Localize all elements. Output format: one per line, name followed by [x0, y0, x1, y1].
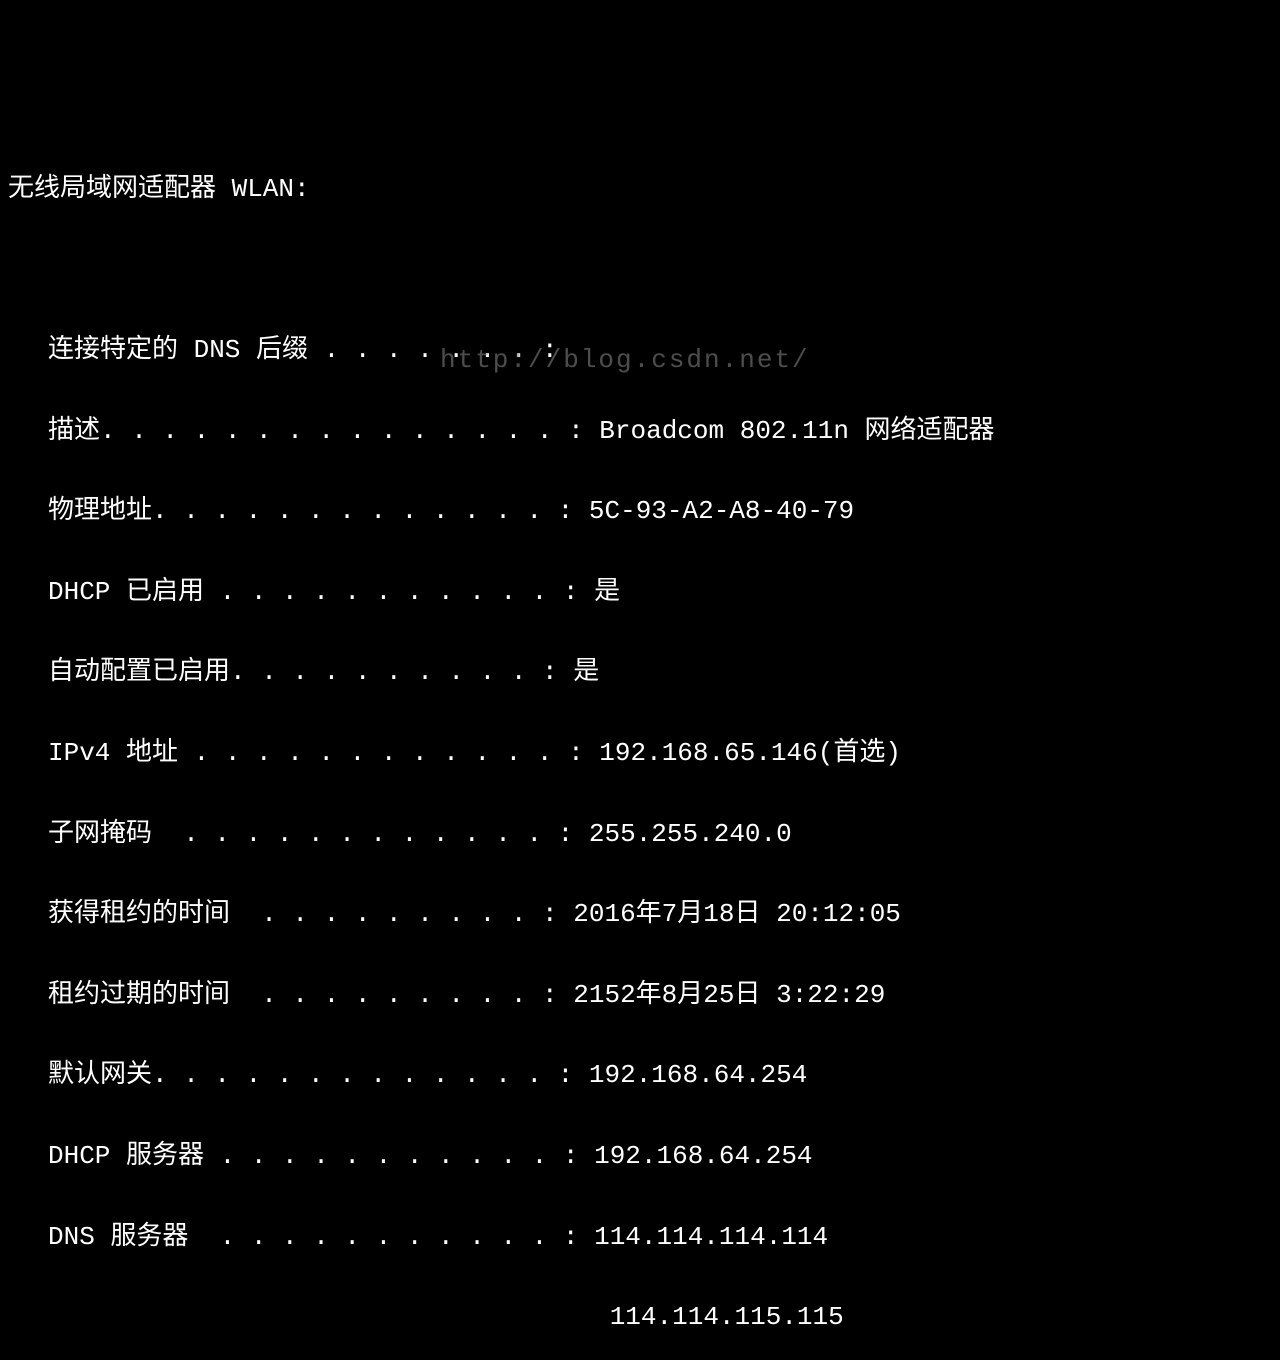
row-label: [48, 1302, 594, 1332]
blank-line: [4, 250, 1280, 290]
row-value: 2152年8月25日 3:22:29: [573, 980, 885, 1010]
row-value: 114.114.114.114: [594, 1222, 828, 1252]
row-label: DHCP 服务器 . . . . . . . . . . . :: [48, 1141, 578, 1171]
row-value: 5C-93-A2-A8-40-79: [589, 496, 854, 526]
config-row: IPv4 地址 . . . . . . . . . . . . : 192.16…: [4, 733, 1280, 773]
config-row: 获得租约的时间 . . . . . . . . . : 2016年7月18日 2…: [4, 894, 1280, 934]
row-value: 255.255.240.0: [589, 819, 792, 849]
row-value: Broadcom 802.11n 网络适配器: [599, 416, 994, 446]
config-row: 描述. . . . . . . . . . . . . . . : Broadc…: [4, 411, 1280, 451]
adapter-header: 无线局域网适配器 WLAN:: [4, 169, 1280, 209]
row-value: 192.168.64.254: [594, 1141, 812, 1171]
config-row: 默认网关. . . . . . . . . . . . . : 192.168.…: [4, 1055, 1280, 1095]
config-row: 物理地址. . . . . . . . . . . . . : 5C-93-A2…: [4, 491, 1280, 531]
config-row: 连接特定的 DNS 后缀 . . . . . . . :: [4, 330, 1280, 370]
config-row: 租约过期的时间 . . . . . . . . . : 2152年8月25日 3…: [4, 975, 1280, 1015]
row-value: 是: [573, 657, 599, 687]
config-row: 自动配置已启用. . . . . . . . . . : 是: [4, 652, 1280, 692]
row-value: 2016年7月18日 20:12:05: [573, 899, 901, 929]
row-value: 114.114.115.115: [610, 1302, 844, 1332]
row-label: 物理地址. . . . . . . . . . . . . :: [48, 496, 573, 526]
row-label: 连接特定的 DNS 后缀 . . . . . . . :: [48, 335, 558, 365]
config-row: DHCP 服务器 . . . . . . . . . . . : 192.168…: [4, 1136, 1280, 1176]
config-row: DHCP 已启用 . . . . . . . . . . . : 是: [4, 572, 1280, 612]
row-label: 自动配置已启用. . . . . . . . . . :: [48, 657, 558, 687]
row-value: 192.168.64.254: [589, 1060, 807, 1090]
row-label: DNS 服务器 . . . . . . . . . . . :: [48, 1222, 578, 1252]
row-value: 192.168.65.146(首选): [599, 738, 901, 768]
config-row: DNS 服务器 . . . . . . . . . . . : 114.114.…: [4, 1217, 1280, 1257]
row-label: 租约过期的时间 . . . . . . . . . :: [48, 980, 558, 1010]
row-value: 是: [594, 577, 620, 607]
row-label: IPv4 地址 . . . . . . . . . . . . :: [48, 738, 584, 768]
row-label: DHCP 已启用 . . . . . . . . . . . :: [48, 577, 578, 607]
row-label: 描述. . . . . . . . . . . . . . . :: [48, 416, 584, 446]
config-row: 114.114.115.115: [4, 1297, 1280, 1337]
config-row: 子网掩码 . . . . . . . . . . . . : 255.255.2…: [4, 814, 1280, 854]
row-label: 获得租约的时间 . . . . . . . . . :: [48, 899, 558, 929]
row-label: 默认网关. . . . . . . . . . . . . :: [48, 1060, 573, 1090]
row-label: 子网掩码 . . . . . . . . . . . . :: [48, 819, 573, 849]
